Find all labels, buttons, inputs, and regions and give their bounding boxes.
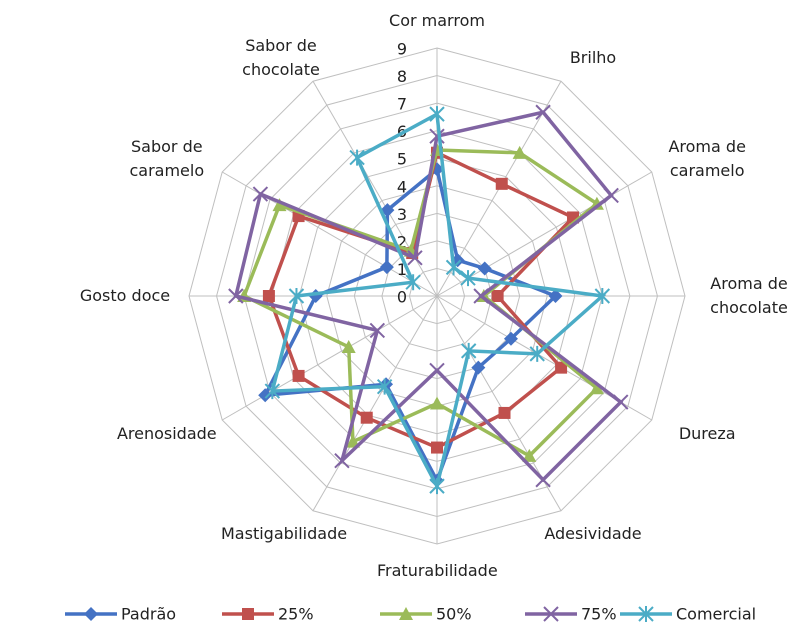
marker bbox=[495, 177, 508, 190]
tick-label: 4 bbox=[397, 177, 407, 196]
marker bbox=[594, 288, 611, 304]
spoke bbox=[312, 80, 438, 297]
tick-label: 8 bbox=[397, 67, 407, 86]
legend-marker bbox=[543, 606, 559, 622]
marker bbox=[589, 381, 604, 395]
marker bbox=[379, 260, 394, 275]
axis-label: Brilho bbox=[569, 47, 617, 67]
marker bbox=[292, 369, 305, 382]
marker bbox=[535, 104, 551, 120]
marker bbox=[407, 250, 423, 266]
marker bbox=[503, 331, 518, 346]
axis-label: Aroma de chocolate bbox=[710, 274, 788, 317]
marker bbox=[288, 288, 305, 304]
axis-label: Mastigabilidade bbox=[221, 524, 348, 544]
marker bbox=[429, 362, 445, 379]
tick-label: 2 bbox=[397, 232, 407, 251]
legend-label: 25% bbox=[278, 605, 314, 624]
marker bbox=[264, 383, 281, 400]
marker bbox=[522, 448, 537, 462]
axis-label: Aroma de caramelo bbox=[668, 136, 746, 180]
marker bbox=[613, 394, 629, 410]
axis-label: Fraturabilidade bbox=[377, 561, 498, 580]
marker bbox=[334, 452, 350, 469]
tick-label: 0 bbox=[397, 288, 407, 307]
marker bbox=[369, 322, 386, 339]
tick-label: 9 bbox=[397, 40, 407, 59]
spoke bbox=[436, 171, 653, 297]
axis-label: Dureza bbox=[678, 423, 736, 443]
legend-marker bbox=[638, 606, 654, 622]
marker bbox=[228, 288, 244, 304]
marker bbox=[349, 149, 365, 166]
marker bbox=[555, 361, 568, 374]
legend-label: Padrão bbox=[121, 605, 176, 624]
axis-label: Sabor de caramelo bbox=[129, 136, 205, 180]
marker bbox=[376, 378, 393, 395]
axis-label: Sabor de chocolate bbox=[242, 35, 320, 79]
marker bbox=[491, 290, 504, 302]
marker bbox=[529, 345, 545, 362]
tick-label: 5 bbox=[397, 150, 407, 169]
marker bbox=[498, 406, 511, 419]
axis-label: Cor marrom bbox=[389, 11, 485, 30]
marker bbox=[345, 434, 360, 448]
legend-label: Comercial bbox=[676, 605, 756, 624]
legend-marker bbox=[84, 607, 98, 621]
marker bbox=[589, 196, 604, 210]
axis-label: Adesividade bbox=[544, 524, 642, 544]
marker bbox=[360, 411, 373, 424]
marker bbox=[341, 339, 356, 353]
marker bbox=[272, 198, 287, 212]
marker bbox=[603, 187, 619, 204]
legend-marker bbox=[242, 608, 254, 620]
marker bbox=[429, 106, 445, 123]
legend-marker bbox=[399, 607, 413, 620]
axis-label: Arenosidade bbox=[116, 423, 217, 443]
marker bbox=[430, 396, 444, 410]
tick-label: 3 bbox=[397, 205, 407, 224]
marker bbox=[429, 128, 445, 144]
marker bbox=[445, 259, 462, 276]
marker bbox=[262, 290, 275, 302]
marker bbox=[548, 289, 563, 303]
marker bbox=[252, 186, 269, 202]
tick-label: 1 bbox=[397, 260, 407, 279]
marker bbox=[460, 342, 477, 359]
legend-label: 75% bbox=[581, 605, 617, 624]
legend-label: 50% bbox=[436, 605, 472, 624]
marker bbox=[473, 288, 489, 304]
marker bbox=[535, 472, 551, 488]
marker bbox=[429, 478, 445, 495]
marker bbox=[460, 270, 476, 287]
marker bbox=[431, 441, 443, 454]
tick-label: 7 bbox=[397, 95, 407, 114]
marker bbox=[477, 261, 492, 276]
marker bbox=[471, 360, 486, 375]
spoke bbox=[312, 295, 438, 512]
marker bbox=[512, 145, 527, 159]
marker bbox=[405, 274, 421, 291]
axis-label: Gosto doce bbox=[79, 286, 171, 305]
marker bbox=[258, 388, 273, 403]
spoke bbox=[221, 295, 438, 421]
